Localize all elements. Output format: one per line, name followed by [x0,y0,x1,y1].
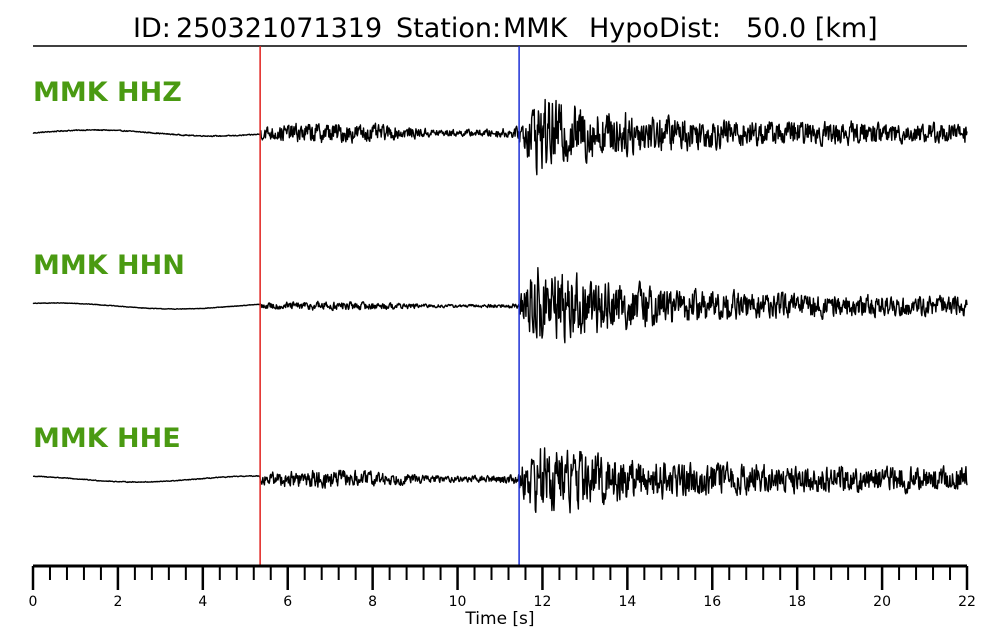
trace-line-hhz [32,98,968,176]
title-id-label: ID: [133,13,171,44]
x-tick-label: 12 [534,594,552,610]
x-axis-label: Time [s] [464,609,534,629]
title-station-value: MMK [503,13,569,44]
x-tick-label: 4 [198,594,207,610]
x-tick-label: 0 [29,594,38,610]
x-tick-label: 22 [958,594,976,610]
trace-label-hhe: MMK HHE [33,423,181,454]
trace-line-hhn [32,267,968,344]
title-hypodist-value: 50.0 [km] [746,13,878,44]
title-station-label: Station: [396,13,501,44]
figure-title: ID: 250321071319 Station: MMK HypoDist: … [133,13,878,44]
trace-group [32,98,968,514]
trace-label-hhn: MMK HHN [33,250,185,281]
x-tick-label: 2 [113,594,122,610]
x-tick-label: 6 [283,594,292,610]
x-axis: 0 2 4 6 8 10 12 14 16 18 20 22 [29,564,976,610]
pick-lines [259,46,520,566]
x-tick-label: 20 [873,594,891,610]
x-tick-label: 16 [703,594,721,610]
trace-label-hhz: MMK HHZ [33,77,182,108]
title-hypodist-label: HypoDist: [589,13,721,44]
x-tick-label: 14 [618,594,636,610]
x-tick-label: 10 [449,594,467,610]
x-tick-label: 8 [368,594,377,610]
title-id-value: 250321071319 [176,13,382,44]
trace-line-hhe [32,447,968,514]
x-tick-label: 18 [788,594,806,610]
